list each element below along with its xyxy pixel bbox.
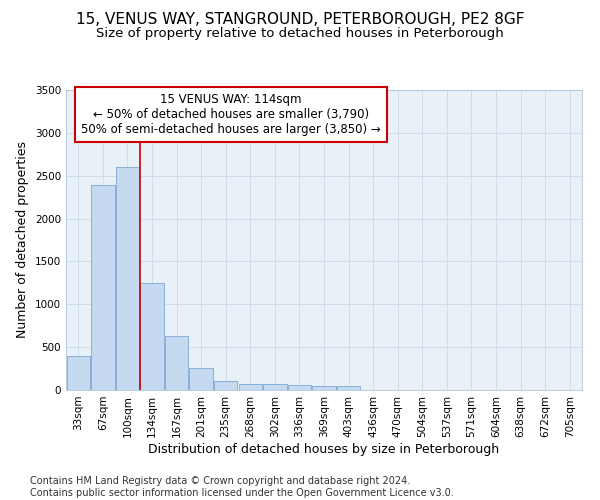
Bar [337,386,360,390]
Text: 15, VENUS WAY, STANGROUND, PETERBOROUGH, PE2 8GF: 15, VENUS WAY, STANGROUND, PETERBOROUGH,… [76,12,524,28]
Bar [239,384,262,390]
Text: Size of property relative to detached houses in Peterborough: Size of property relative to detached ho… [96,28,504,40]
Bar [313,386,335,390]
Bar [190,368,213,390]
X-axis label: Distribution of detached houses by size in Peterborough: Distribution of detached houses by size … [148,442,500,456]
Bar [67,356,90,390]
Bar [288,386,311,390]
Bar [91,185,115,390]
Bar [165,336,188,390]
Bar [116,167,139,390]
Bar [263,384,287,390]
Y-axis label: Number of detached properties: Number of detached properties [16,142,29,338]
Text: Contains HM Land Registry data © Crown copyright and database right 2024.
Contai: Contains HM Land Registry data © Crown c… [30,476,454,498]
Bar [214,380,238,390]
Bar [140,283,164,390]
Text: 15 VENUS WAY: 114sqm
← 50% of detached houses are smaller (3,790)
50% of semi-de: 15 VENUS WAY: 114sqm ← 50% of detached h… [81,93,381,136]
